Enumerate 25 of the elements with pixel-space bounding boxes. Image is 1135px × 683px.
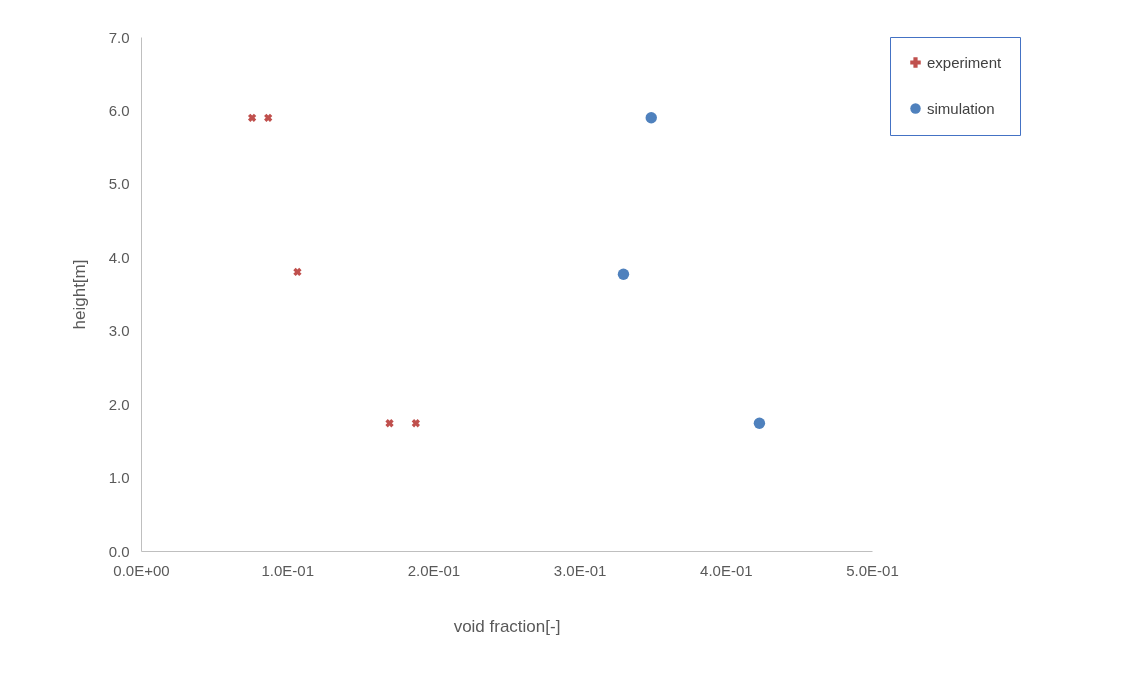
x-tick-label: 4.0E-01 <box>700 561 753 579</box>
point <box>385 419 394 428</box>
point <box>617 268 630 280</box>
y-tick-label: 7.0 <box>108 28 130 46</box>
y-tick-label: 6.0 <box>108 101 130 119</box>
x-tick-label: 2.0E-01 <box>407 561 461 579</box>
x-tick-label: 3.0E-01 <box>553 561 607 579</box>
x-tick-label: 1.0E-01 <box>261 561 314 579</box>
point <box>411 419 420 428</box>
y-tick-label: 4.0 <box>108 248 130 266</box>
point <box>247 113 257 122</box>
point <box>264 113 273 122</box>
x-tick-label: 5.0E-01 <box>846 561 899 579</box>
y-tick-label: 5.0 <box>108 175 130 193</box>
y-axis-title: height[m] <box>69 259 89 330</box>
y-tick-label: 3.0 <box>108 322 130 340</box>
legend-label: experiment <box>927 53 1003 71</box>
y-tick-label: 2.0 <box>108 395 130 413</box>
x-axis-title: void fraction[-] <box>453 616 561 636</box>
legend-label: simulation <box>927 99 995 117</box>
x-tick-label: 0.0E+00 <box>113 561 170 579</box>
point <box>753 417 766 429</box>
y-tick-label: 0.0 <box>108 542 130 560</box>
y-tick-label: 1.0 <box>108 469 130 487</box>
point <box>645 112 657 124</box>
